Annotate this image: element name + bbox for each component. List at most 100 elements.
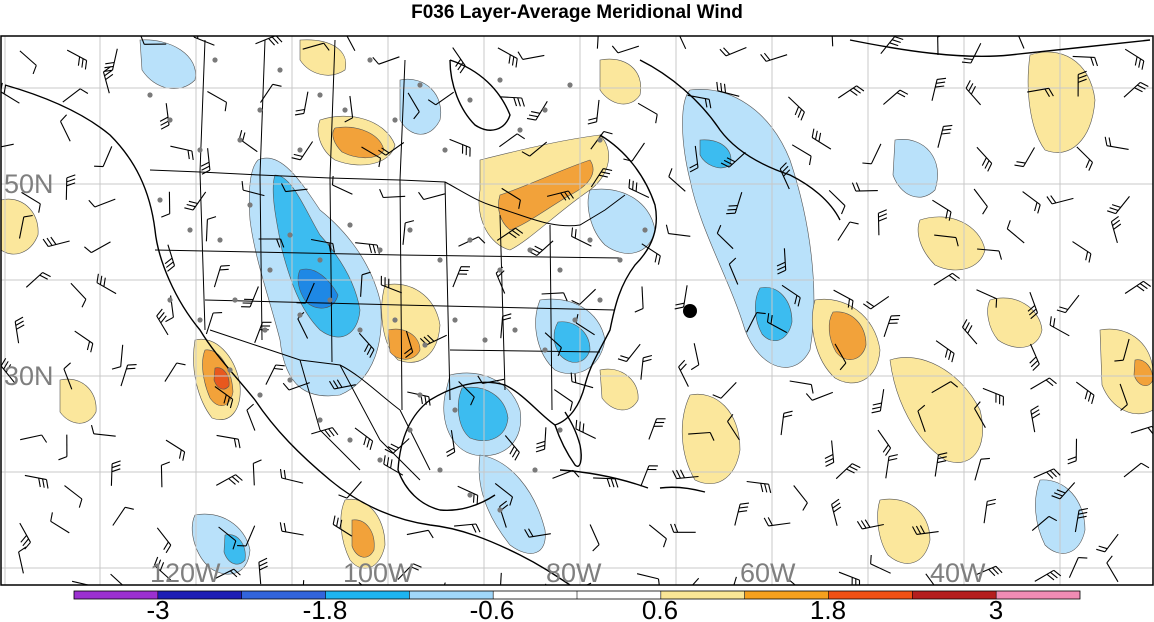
- state-lines-west: [154, 171, 403, 411]
- wind-barb: [837, 221, 859, 241]
- station-dot: [417, 392, 423, 398]
- wind-barb: [499, 96, 525, 107]
- station-dot: [557, 267, 563, 273]
- station-dot: [197, 317, 203, 323]
- wind-barb: [296, 282, 315, 304]
- wind-barb: [24, 474, 49, 489]
- colorbar-swatch: [409, 591, 494, 599]
- station-dot: [167, 297, 173, 303]
- station-dot: [517, 127, 523, 133]
- wind-barb: [279, 469, 304, 484]
- pos-field-bahamas: [599, 368, 639, 411]
- wind-barb: [64, 485, 83, 508]
- wind-barb: [397, 563, 422, 580]
- wind-barb: [590, 130, 613, 150]
- pos-field-azores: [917, 216, 986, 271]
- wind-barb: [672, 469, 699, 480]
- wind-barb: [679, 36, 687, 50]
- station-dot: [437, 467, 443, 473]
- wind-barb: [877, 429, 892, 456]
- wind-barb: [734, 502, 750, 526]
- station-dot: [587, 237, 593, 243]
- wind-barb: [961, 43, 982, 64]
- negative-wind-fields: [139, 39, 1086, 575]
- observation-marker: [683, 304, 697, 318]
- wind-barb: [160, 461, 171, 488]
- pos-field-manitoba-core: [332, 126, 385, 159]
- wind-barb: [1077, 70, 1087, 97]
- wind-barb: [96, 273, 117, 295]
- wind-barb: [746, 480, 772, 494]
- lon-label-80w: 80W: [546, 558, 602, 588]
- station-dot: [317, 92, 323, 98]
- pos-field-south-atlantic: [877, 498, 931, 564]
- wind-barb: [311, 238, 335, 253]
- neg-field-great-lakes: [587, 188, 656, 254]
- station-dot: [347, 222, 353, 228]
- station-dot: [407, 427, 413, 433]
- pos-field-pacific-south-core: [351, 519, 375, 558]
- wind-barb: [925, 573, 935, 585]
- wind-barb: [716, 81, 740, 97]
- wind-barb: [200, 148, 211, 175]
- wind-barb: [885, 454, 898, 479]
- wind-barb: [641, 243, 661, 265]
- wind-barb: [640, 354, 653, 380]
- colorbar-swatch: [241, 591, 326, 599]
- wind-barb: [218, 526, 237, 550]
- wind-barb: [329, 379, 356, 390]
- station-dot: [497, 507, 503, 513]
- wind-barb: [1027, 87, 1054, 97]
- wind-barb: [500, 313, 512, 339]
- wind-barb: [102, 66, 114, 94]
- wind-barb: [912, 525, 939, 535]
- wind-barb: [776, 248, 787, 275]
- wind-barb: [636, 573, 660, 585]
- wind-barb: [1114, 338, 1130, 362]
- wind-barb: [670, 523, 696, 533]
- wind-barb: [831, 498, 842, 526]
- wind-barb: [1006, 220, 1025, 244]
- wind-barb: [71, 580, 91, 585]
- wind-barb: [449, 138, 471, 157]
- wind-barb: [546, 190, 574, 201]
- wind-barb: [1074, 507, 1089, 533]
- wind-barb: [690, 343, 700, 371]
- wind-barb: [691, 577, 700, 585]
- station-dot: [247, 202, 253, 208]
- wind-barb: [20, 434, 48, 443]
- wind-barb: [18, 214, 33, 239]
- station-dot: [617, 257, 623, 263]
- station-dot: [497, 77, 503, 83]
- wind-barb: [372, 56, 400, 65]
- pos-field-oklahoma-core: [387, 328, 421, 360]
- wind-barb: [446, 430, 456, 457]
- wind-barb: [291, 141, 314, 161]
- pos-field-great-lakes-core: [498, 159, 594, 231]
- wind-barb: [862, 295, 890, 310]
- pos-field-caribbean: [681, 393, 741, 485]
- wind-barb: [1046, 195, 1074, 205]
- station-dot: [297, 147, 303, 153]
- wind-barb: [1, 358, 16, 384]
- wind-barb: [793, 485, 808, 511]
- wind-barb: [596, 36, 599, 49]
- station-dot: [237, 137, 243, 143]
- station-dot: [157, 197, 163, 203]
- wind-barb: [140, 36, 167, 45]
- wind-barb: [501, 187, 521, 209]
- wind-barb: [640, 465, 658, 487]
- wind-barb: [1049, 316, 1070, 337]
- us-canada-border: [149, 169, 626, 227]
- wind-barb: [1014, 147, 1035, 168]
- wind-barb: [354, 427, 374, 450]
- wind-barb: [593, 477, 619, 488]
- neg-field-gulf-core: [457, 386, 509, 441]
- gulf-coast: [397, 469, 496, 512]
- wind-barb: [837, 85, 865, 99]
- wind-barb: [1, 143, 14, 148]
- wind-barb: [112, 506, 134, 526]
- wind-barb: [763, 517, 791, 527]
- station-dot: [257, 392, 263, 398]
- wind-barb: [1119, 383, 1128, 411]
